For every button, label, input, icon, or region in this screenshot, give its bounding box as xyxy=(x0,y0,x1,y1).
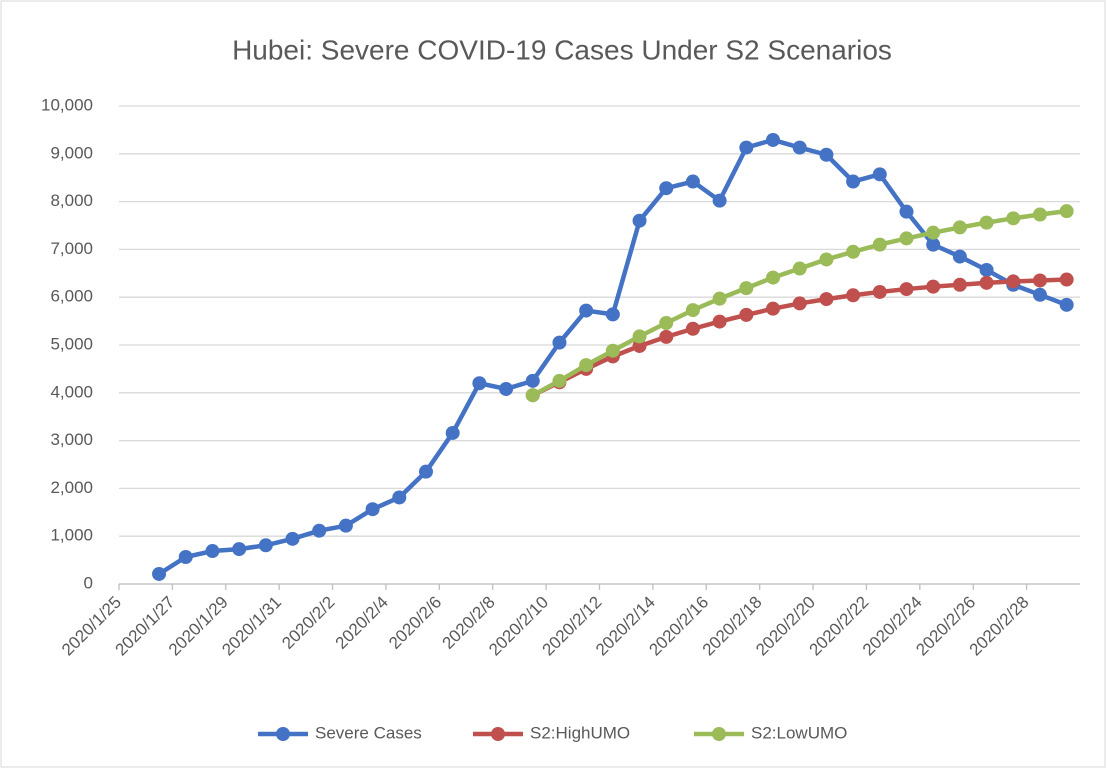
data-point xyxy=(659,181,674,196)
data-point xyxy=(525,388,540,403)
data-point xyxy=(979,275,994,290)
data-point xyxy=(712,314,727,329)
data-point xyxy=(152,566,167,581)
data-point xyxy=(685,321,700,336)
data-point xyxy=(579,358,594,373)
data-point xyxy=(685,303,700,318)
legend-marker xyxy=(491,727,505,741)
data-point xyxy=(445,425,460,440)
data-point xyxy=(525,373,540,388)
y-tick-label: 5,000 xyxy=(50,334,93,353)
data-point xyxy=(712,193,727,208)
data-point xyxy=(659,329,674,344)
data-point xyxy=(499,381,514,396)
legend-marker xyxy=(712,727,726,741)
data-point xyxy=(819,292,834,307)
data-point xyxy=(766,132,781,147)
y-tick-label: 4,000 xyxy=(50,382,93,401)
data-point xyxy=(739,140,754,155)
data-point xyxy=(392,490,407,505)
data-point xyxy=(846,174,861,189)
data-point xyxy=(926,279,941,294)
data-point xyxy=(1032,287,1047,302)
data-point xyxy=(285,531,300,546)
data-point xyxy=(952,277,967,292)
data-point xyxy=(258,538,273,553)
data-point xyxy=(1006,211,1021,226)
y-tick-label: 2,000 xyxy=(50,478,93,497)
data-point xyxy=(872,284,887,299)
y-tick-label: 1,000 xyxy=(50,526,93,545)
y-tick-label: 9,000 xyxy=(50,143,93,162)
legend-label: S2:LowUMO xyxy=(751,723,847,742)
data-point xyxy=(872,167,887,182)
data-point xyxy=(232,542,247,557)
data-point xyxy=(685,174,700,189)
data-point xyxy=(899,282,914,297)
data-point xyxy=(1059,272,1074,287)
data-point xyxy=(632,329,647,344)
data-point xyxy=(819,147,834,162)
data-point xyxy=(979,215,994,230)
data-point xyxy=(1032,273,1047,288)
data-point xyxy=(766,270,781,285)
data-point xyxy=(1059,204,1074,219)
data-point xyxy=(1006,274,1021,289)
data-point xyxy=(178,549,193,564)
data-point xyxy=(846,288,861,303)
chart-title: Hubei: Severe COVID-19 Cases Under S2 Sc… xyxy=(232,34,892,65)
data-point xyxy=(1059,297,1074,312)
data-point xyxy=(739,307,754,322)
data-point xyxy=(926,225,941,240)
data-point xyxy=(579,303,594,318)
data-point xyxy=(739,281,754,296)
data-point xyxy=(418,464,433,479)
data-point xyxy=(312,523,327,538)
data-point xyxy=(338,518,353,533)
data-point xyxy=(872,237,887,252)
data-point xyxy=(552,373,567,388)
y-tick-label: 6,000 xyxy=(50,287,93,306)
data-point xyxy=(952,220,967,235)
data-point xyxy=(605,343,620,358)
data-point xyxy=(899,204,914,219)
legend-label: S2:HighUMO xyxy=(530,723,630,742)
data-point xyxy=(792,140,807,155)
data-point xyxy=(632,213,647,228)
data-point xyxy=(952,249,967,264)
data-point xyxy=(205,544,220,559)
y-tick-label: 0 xyxy=(84,573,93,592)
data-point xyxy=(605,307,620,322)
data-point xyxy=(792,296,807,311)
data-point xyxy=(926,237,941,252)
data-point xyxy=(899,231,914,246)
data-point xyxy=(1032,207,1047,222)
y-tick-label: 3,000 xyxy=(50,430,93,449)
y-tick-label: 7,000 xyxy=(50,239,93,258)
data-point xyxy=(979,262,994,277)
y-tick-label: 10,000 xyxy=(41,95,93,114)
data-point xyxy=(766,301,781,316)
data-point xyxy=(792,261,807,276)
data-point xyxy=(819,252,834,267)
data-point xyxy=(552,335,567,350)
legend-label: Severe Cases xyxy=(315,723,422,742)
data-point xyxy=(365,502,380,517)
y-tick-label: 8,000 xyxy=(50,191,93,210)
data-point xyxy=(712,291,727,306)
data-point xyxy=(472,376,487,391)
legend-marker xyxy=(276,727,290,741)
data-point xyxy=(846,244,861,259)
data-point xyxy=(659,316,674,331)
